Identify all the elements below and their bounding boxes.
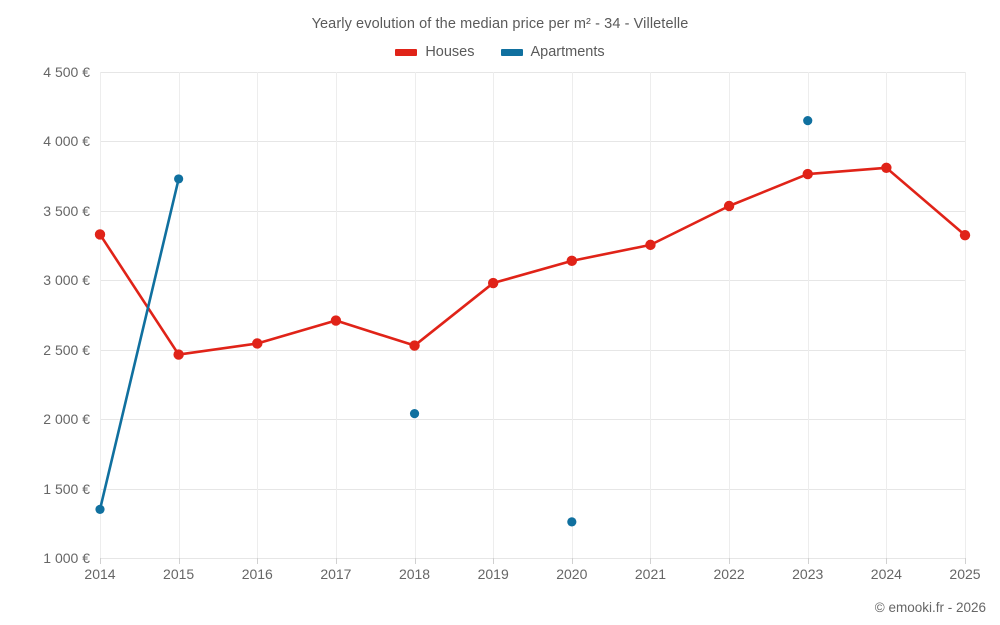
x-axis-tick-label: 2016: [241, 566, 273, 582]
x-axis-tick-label: 2020: [556, 566, 588, 582]
x-gridline: [650, 72, 652, 558]
x-axis-tick: [729, 558, 731, 564]
y-axis-tick-label: 2 000 €: [43, 411, 90, 428]
legend-label-houses: Houses: [425, 44, 475, 60]
y-axis-tick-label: 3 500 €: [43, 202, 90, 219]
x-axis-tick-label: 2014: [84, 566, 116, 582]
x-gridline: [178, 72, 180, 558]
x-axis-tick: [493, 558, 495, 564]
y-gridline: [100, 210, 965, 212]
y-axis-tick-label: 2 500 €: [43, 341, 90, 358]
y-gridline: [100, 349, 965, 351]
x-gridline: [335, 72, 337, 558]
x-axis-tick: [335, 558, 337, 564]
x-axis-tick-label: 2023: [792, 566, 824, 582]
y-axis-tick-label: 3 000 €: [43, 272, 90, 289]
x-axis-tick: [807, 558, 809, 564]
x-axis-tick-label: 2025: [949, 566, 981, 582]
x-axis-tick: [650, 558, 652, 564]
x-gridline: [571, 72, 573, 558]
x-axis-tick: [571, 558, 573, 564]
footer-credit: © emooki.fr - 2026: [874, 600, 986, 615]
x-gridline: [886, 72, 888, 558]
x-axis-tick: [414, 558, 416, 564]
x-axis-tick-label: 2022: [713, 566, 745, 582]
x-axis-tick: [178, 558, 180, 564]
y-gridline: [100, 488, 965, 490]
x-axis-tick: [965, 558, 966, 564]
x-gridline: [414, 72, 416, 558]
legend-item-houses[interactable]: Houses: [395, 44, 475, 60]
y-axis-tick-label: 1 500 €: [43, 480, 90, 497]
legend-swatch-apartments: [500, 48, 523, 56]
x-gridline: [257, 72, 259, 558]
x-axis-tick-label: 2017: [320, 566, 352, 582]
x-gridline: [493, 72, 495, 558]
x-axis-tick-label: 2024: [870, 566, 902, 582]
y-axis-tick-label: 4 500 €: [43, 64, 90, 80]
x-axis-tick-label: 2019: [477, 566, 509, 582]
legend-label-apartments: Apartments: [530, 44, 605, 60]
y-axis-tick-label: 1 000 €: [43, 550, 90, 566]
plot-area: [100, 72, 966, 564]
y-gridline: [100, 141, 965, 143]
x-gridline: [729, 72, 731, 558]
y-gridline: [100, 72, 965, 73]
x-axis-tick: [100, 558, 101, 564]
x-gridline: [100, 72, 101, 558]
x-axis-tick: [886, 558, 888, 564]
x-axis-tick: [257, 558, 259, 564]
legend-swatch-houses: [395, 48, 418, 56]
x-axis-tick-label: 2021: [634, 566, 667, 582]
x-gridline: [965, 72, 966, 558]
legend-item-apartments[interactable]: Apartments: [500, 44, 605, 60]
y-axis-tick-label: 4 000 €: [43, 133, 90, 150]
chart-legend: Houses Apartments: [0, 45, 1000, 60]
x-gridline: [807, 72, 809, 558]
x-axis-tick-label: 2018: [398, 566, 431, 582]
y-axis: 1 000 € 1 500 € 2 000 € 2 500 € 3 000 € 3 500…: [0, 64, 90, 566]
y-gridline: [100, 558, 965, 559]
x-axis-tick-label: 2015: [163, 566, 195, 582]
chart-title: Yearly evolution of the median price per…: [311, 16, 689, 32]
y-gridline: [100, 280, 965, 282]
y-gridline: [100, 419, 965, 421]
